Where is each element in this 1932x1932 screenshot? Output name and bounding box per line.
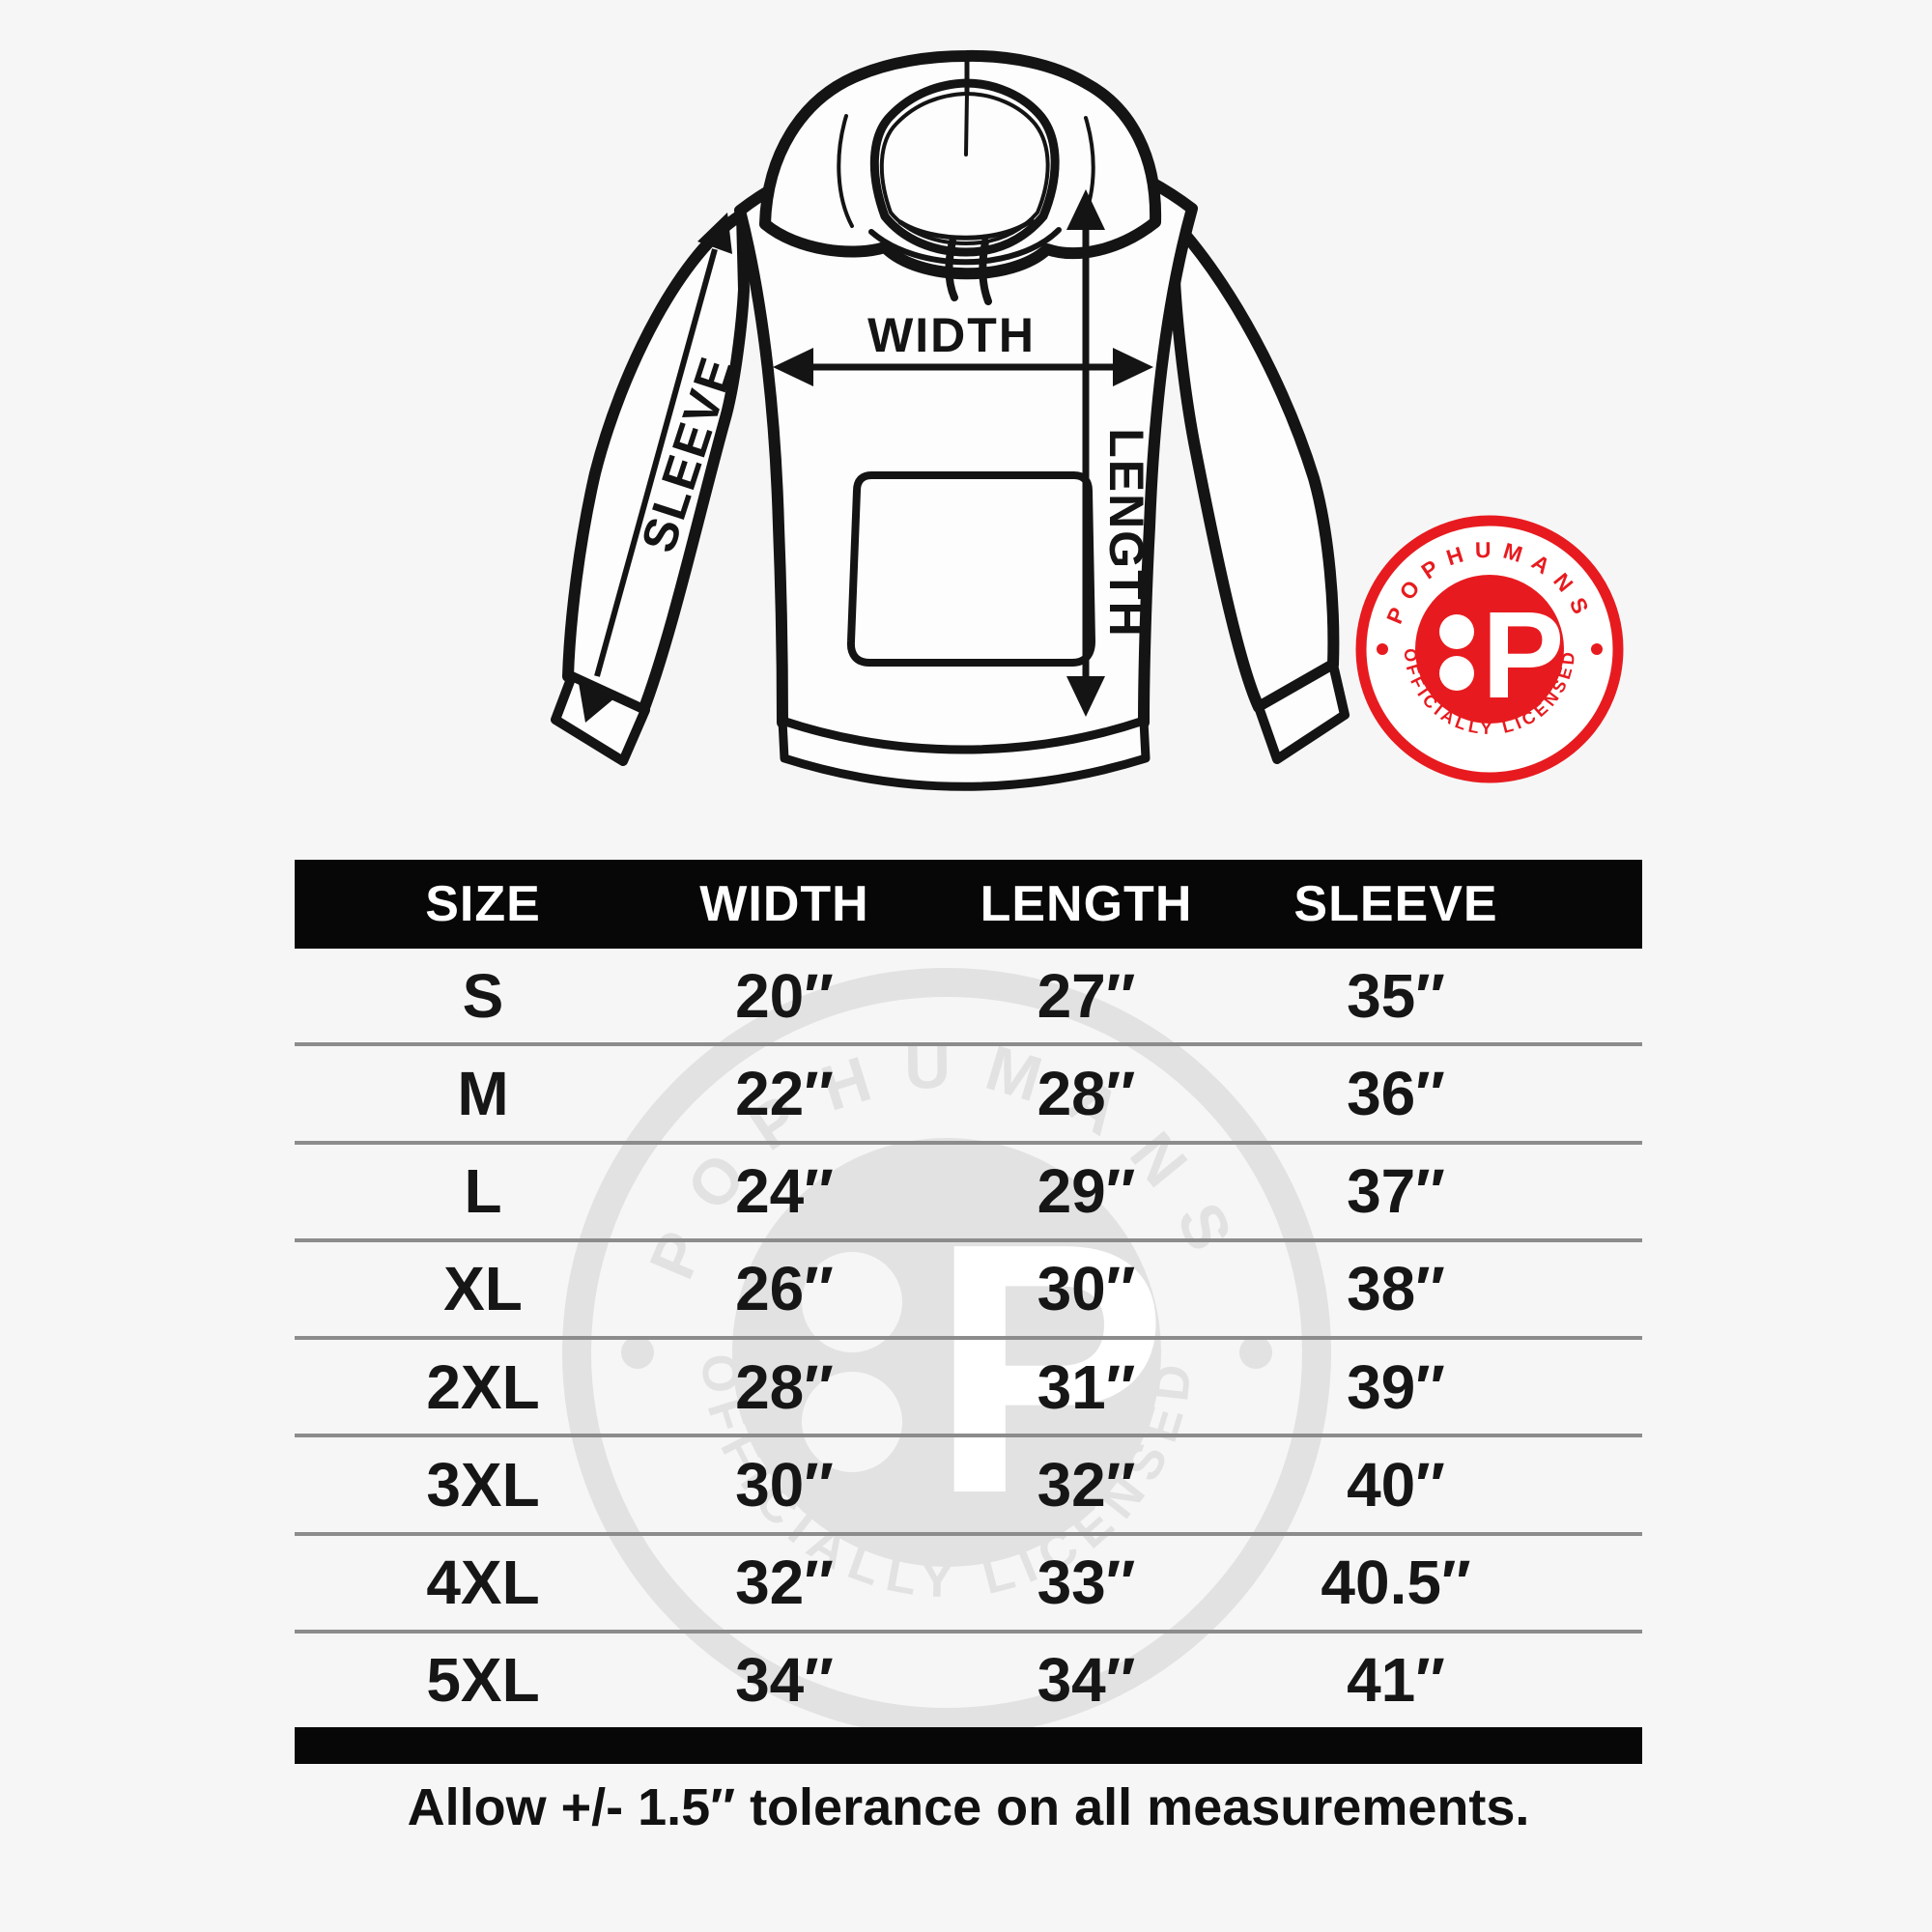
size-cell: M [457,1058,509,1128]
pophumans-badge: P POPHUMANS OFFICIALLY LICENSED [1355,515,1624,783]
measurement-cell: 32″ [735,1548,834,1618]
size-cell: S [462,960,504,1031]
watermark-right-dot-icon [1239,1336,1272,1369]
size-table: SIZE WIDTH LENGTH SLEEVE S 20″ 27″ 35″ M 22″ 2… [295,860,1642,1764]
column-header-sleeve: SLEEVE [1293,876,1498,932]
measurement-cell: 40″ [1347,1449,1445,1520]
measurement-cell: 30″ [735,1449,834,1520]
badge-colon-icon [1439,614,1474,649]
table-row: 4XL 32″ 33″ 40.5″ [295,1536,1642,1634]
column-header-size: SIZE [425,876,541,932]
column-header-width: WIDTH [699,876,869,932]
measurement-cell: 27″ [1037,960,1136,1031]
measurement-cell: 20″ [735,960,834,1031]
hood-inner-seam [964,92,969,156]
measurement-cell: 36″ [1347,1058,1445,1128]
table-row: 3XL 30″ 32″ 40″ [295,1437,1642,1536]
size-table-header: SIZE WIDTH LENGTH SLEEVE [295,860,1642,949]
measurement-cell: 37″ [1347,1156,1445,1227]
watermark-colon-icon [802,1252,902,1352]
hoodie-left-cuff [551,671,650,766]
measurement-cell: 39″ [1347,1351,1445,1422]
length-arrow-bottom-icon [1066,676,1105,717]
size-cell: 3XL [426,1449,540,1520]
table-row: 2XL 28″ 31″ 39″ [295,1340,1642,1438]
badge-right-dot-icon [1591,643,1603,655]
hoodie-illustration [551,49,1350,791]
hood-back-fold [897,217,1035,241]
table-row: M 22″ 28″ 36″ [295,1046,1642,1145]
measurement-cell: 35″ [1347,960,1445,1031]
watermark-left-dot-icon [621,1336,654,1369]
measurement-cell: 32″ [1037,1449,1136,1520]
hood-fold-left [837,114,854,228]
size-cell: XL [443,1254,523,1324]
width-arrow-left-icon [773,348,813,386]
width-label: WIDTH [867,308,1036,362]
badge-left-dot-icon [1377,643,1388,655]
watermark-ring [562,968,1331,1737]
neckline [868,227,1062,266]
length-label: LENGTH [1099,428,1153,639]
hoodie-right-cuff [1254,660,1350,764]
sleeve-arrow-top-icon [697,213,732,254]
column-header-length: LENGTH [980,876,1193,932]
hoodie-hem-band [778,716,1151,791]
width-arrow-right-icon [1113,348,1153,386]
table-row: XL 26″ 30″ 38″ [295,1242,1642,1340]
drawstring-left [945,238,958,301]
watermark-colon-icon [802,1372,902,1472]
size-cell: 2XL [426,1351,540,1422]
tolerance-note: Allow +/- 1.5″ tolerance on all measurem… [407,1778,1530,1836]
measurement-cell: 34″ [735,1645,834,1716]
badge-colon-icon [1439,656,1474,691]
measurement-cell: 38″ [1347,1254,1445,1324]
drawstring-right [979,238,992,305]
size-cell: 5XL [426,1645,540,1716]
measurement-cell: 33″ [1037,1548,1136,1618]
length-arrow-top-icon [1066,189,1105,230]
measurement-cell: 40.5″ [1321,1548,1471,1618]
table-row: L 24″ 29″ 37″ [295,1145,1642,1242]
measurement-cell: 41″ [1347,1645,1445,1716]
measurement-cell: 28″ [1037,1058,1136,1128]
measurement-cell: 26″ [735,1254,834,1324]
table-row: S 20″ 27″ 35″ [295,949,1642,1047]
table-bottom-bar [295,1727,1642,1764]
size-cell: 4XL [426,1548,540,1618]
table-row: 5XL 34″ 34″ 41″ [295,1634,1642,1727]
size-cell: L [464,1156,502,1227]
sleeve-arrow-line [594,248,718,677]
measurement-cell: 22″ [735,1058,834,1128]
size-table-rows: S 20″ 27″ 35″ M 22″ 28″ 36″ L 24″ 29″ 37″ XL 26″ 30″ 38… [295,949,1642,1727]
hoodie-pocket [846,471,1095,667]
measurement-cell: 30″ [1037,1254,1136,1324]
measurement-cell: 34″ [1037,1645,1136,1716]
measurement-cell: 28″ [735,1351,834,1422]
hood-opening [869,78,1060,257]
measurement-cell: 24″ [735,1156,834,1227]
badge-monogram: P [1482,586,1564,724]
hood-opening-binding [879,92,1050,245]
watermark-monogram: P [930,1170,1168,1568]
measurement-cell: 29″ [1037,1156,1136,1227]
measurement-cell: 31″ [1037,1351,1136,1422]
sleeve-arrow-bottom-icon [579,683,614,723]
